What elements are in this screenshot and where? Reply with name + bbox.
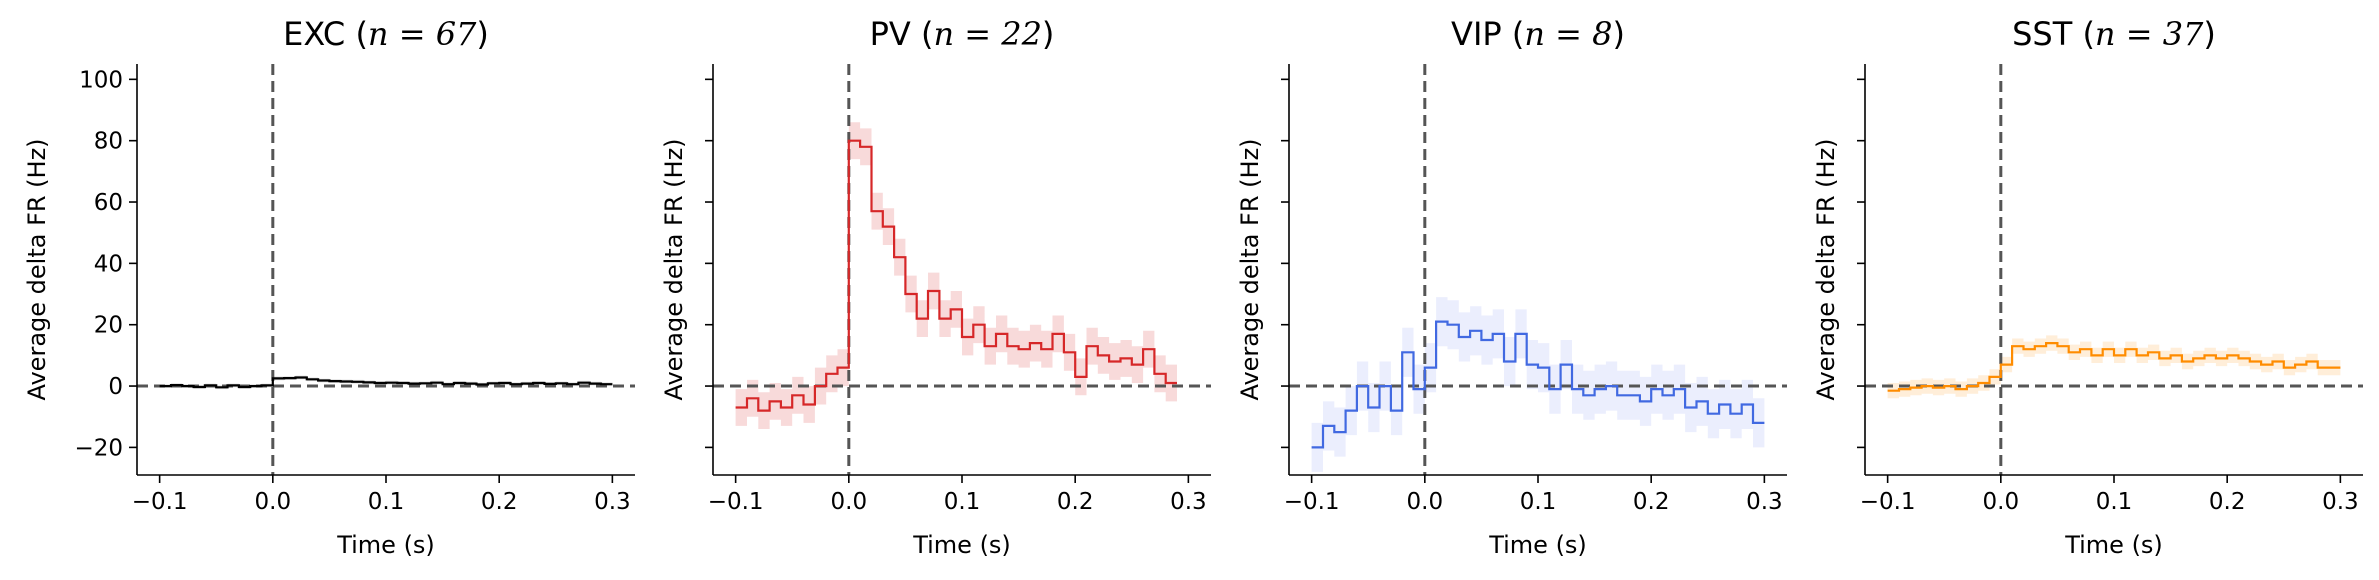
x-axis-label: Time (s) <box>912 531 1011 559</box>
y-tick-label: 20 <box>94 313 123 339</box>
chart-title: EXC (n = 67) <box>283 15 489 53</box>
chart-panel-1: −0.1 0.0 0.1 0.2 0.3 −20 0 20 40 60 80 100 Time (s) A… <box>23 15 635 559</box>
chart-title: VIP (n = 8) <box>1451 15 1625 53</box>
x-tick-label: 0.1 <box>944 489 981 515</box>
chart-title: PV (n = 22) <box>870 15 1055 53</box>
chart-panel-4: −0.1 0.0 0.1 0.2 0.3 Time (s) Average delta FR… <box>1812 15 2363 559</box>
y-tick-label: 80 <box>94 129 123 155</box>
y-tick-label: 60 <box>94 190 123 216</box>
chart-title-main: EXC ( <box>283 15 368 53</box>
x-tick-label: 0.2 <box>2209 489 2246 515</box>
chart-title-main: VIP ( <box>1451 15 1524 53</box>
chart-panel-2: −0.1 0.0 0.1 0.2 0.3 Time (s) Average delta FR… <box>660 15 1211 559</box>
x-tick-label: −0.1 <box>132 489 188 515</box>
chart-title-main: SST ( <box>2012 15 2095 53</box>
x-tick-label: 0.1 <box>368 489 405 515</box>
chart-panel-3: −0.1 0.0 0.1 0.2 0.3 Time (s) Average delta FR… <box>1236 15 1787 559</box>
x-tick-label: 0.3 <box>1170 489 1207 515</box>
x-tick-label: −0.1 <box>708 489 764 515</box>
y-tick-label: 0 <box>108 374 123 400</box>
chart-title-count: n = 22 <box>933 15 1041 53</box>
x-tick-label: 0.0 <box>255 489 292 515</box>
series-line <box>159 376 613 389</box>
series-line <box>1311 320 1765 449</box>
y-axis-label: Average delta FR (Hz) <box>23 138 51 400</box>
y-axis-label: Average delta FR (Hz) <box>1812 138 1840 400</box>
chart-title-end: ) <box>2203 15 2215 53</box>
x-tick-label: 0.2 <box>481 489 518 515</box>
y-axis-label: Average delta FR (Hz) <box>660 138 688 400</box>
error-band <box>1311 297 1765 472</box>
chart-title-count: n = 8 <box>1524 15 1612 53</box>
y-tick-label: −20 <box>74 435 123 461</box>
x-tick-label: 0.2 <box>1633 489 1670 515</box>
x-axis-label: Time (s) <box>2064 531 2163 559</box>
x-tick-label: 0.0 <box>1407 489 1444 515</box>
x-axis-label: Time (s) <box>1488 531 1587 559</box>
error-band <box>735 122 1177 430</box>
x-tick-label: 0.0 <box>831 489 868 515</box>
x-tick-label: 0.1 <box>1520 489 1557 515</box>
y-tick-label: 100 <box>79 67 123 93</box>
x-tick-label: 0.3 <box>2322 489 2359 515</box>
x-axis-label: Time (s) <box>336 531 435 559</box>
x-tick-label: −0.1 <box>1860 489 1916 515</box>
x-tick-label: 0.1 <box>2096 489 2133 515</box>
series-line <box>1887 342 2341 392</box>
chart-title-end: ) <box>1042 15 1054 53</box>
chart-title-end: ) <box>476 15 488 53</box>
chart-title-main: PV ( <box>870 15 934 53</box>
x-tick-label: −0.1 <box>1284 489 1340 515</box>
y-tick-label: 40 <box>94 251 123 277</box>
y-axis-label: Average delta FR (Hz) <box>1236 138 1264 400</box>
x-tick-label: 0.3 <box>594 489 631 515</box>
x-tick-label: 0.3 <box>1746 489 1783 515</box>
error-band <box>1887 335 2341 399</box>
chart-title-count: n = 67 <box>368 15 477 53</box>
chart-title-count: n = 37 <box>2095 15 2204 53</box>
chart-title-end: ) <box>1612 15 1624 53</box>
x-tick-label: 0.0 <box>1983 489 2020 515</box>
x-tick-label: 0.2 <box>1057 489 1094 515</box>
series-line <box>735 139 1177 412</box>
chart-title: SST (n = 37) <box>2012 15 2216 53</box>
